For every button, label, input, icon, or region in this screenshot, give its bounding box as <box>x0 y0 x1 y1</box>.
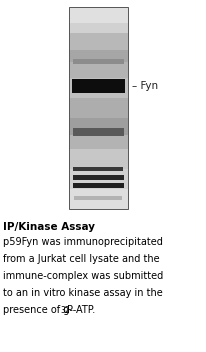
Text: P-ATP.: P-ATP. <box>67 305 95 315</box>
Bar <box>69 23 128 33</box>
Text: 32: 32 <box>60 306 70 315</box>
Text: – Fyn: – Fyn <box>132 81 158 91</box>
Bar <box>69 169 128 189</box>
Bar <box>69 62 128 78</box>
Bar <box>69 7 128 209</box>
Bar <box>69 50 128 62</box>
Text: p59Fyn was immunoprecipitated: p59Fyn was immunoprecipitated <box>3 237 163 247</box>
Bar <box>69 118 128 134</box>
Bar <box>69 7 128 209</box>
Bar <box>73 167 123 171</box>
Text: presence of g-: presence of g- <box>3 305 73 315</box>
Bar <box>73 59 124 64</box>
Bar <box>69 189 128 209</box>
Bar <box>69 7 128 23</box>
Text: immune-complex was submitted: immune-complex was submitted <box>3 271 163 281</box>
Bar <box>73 183 124 188</box>
Text: to an in vitro kinase assay in the: to an in vitro kinase assay in the <box>3 288 163 298</box>
Bar <box>74 196 122 200</box>
Bar <box>69 33 128 50</box>
Bar <box>69 78 128 98</box>
Text: from a Jurkat cell lysate and the: from a Jurkat cell lysate and the <box>3 254 160 264</box>
Bar <box>73 128 124 136</box>
Bar <box>73 175 124 180</box>
Bar <box>69 98 128 118</box>
Bar <box>69 149 128 169</box>
Bar <box>72 80 125 93</box>
Text: IP/Kinase Assay: IP/Kinase Assay <box>3 222 95 232</box>
Bar <box>69 134 128 149</box>
